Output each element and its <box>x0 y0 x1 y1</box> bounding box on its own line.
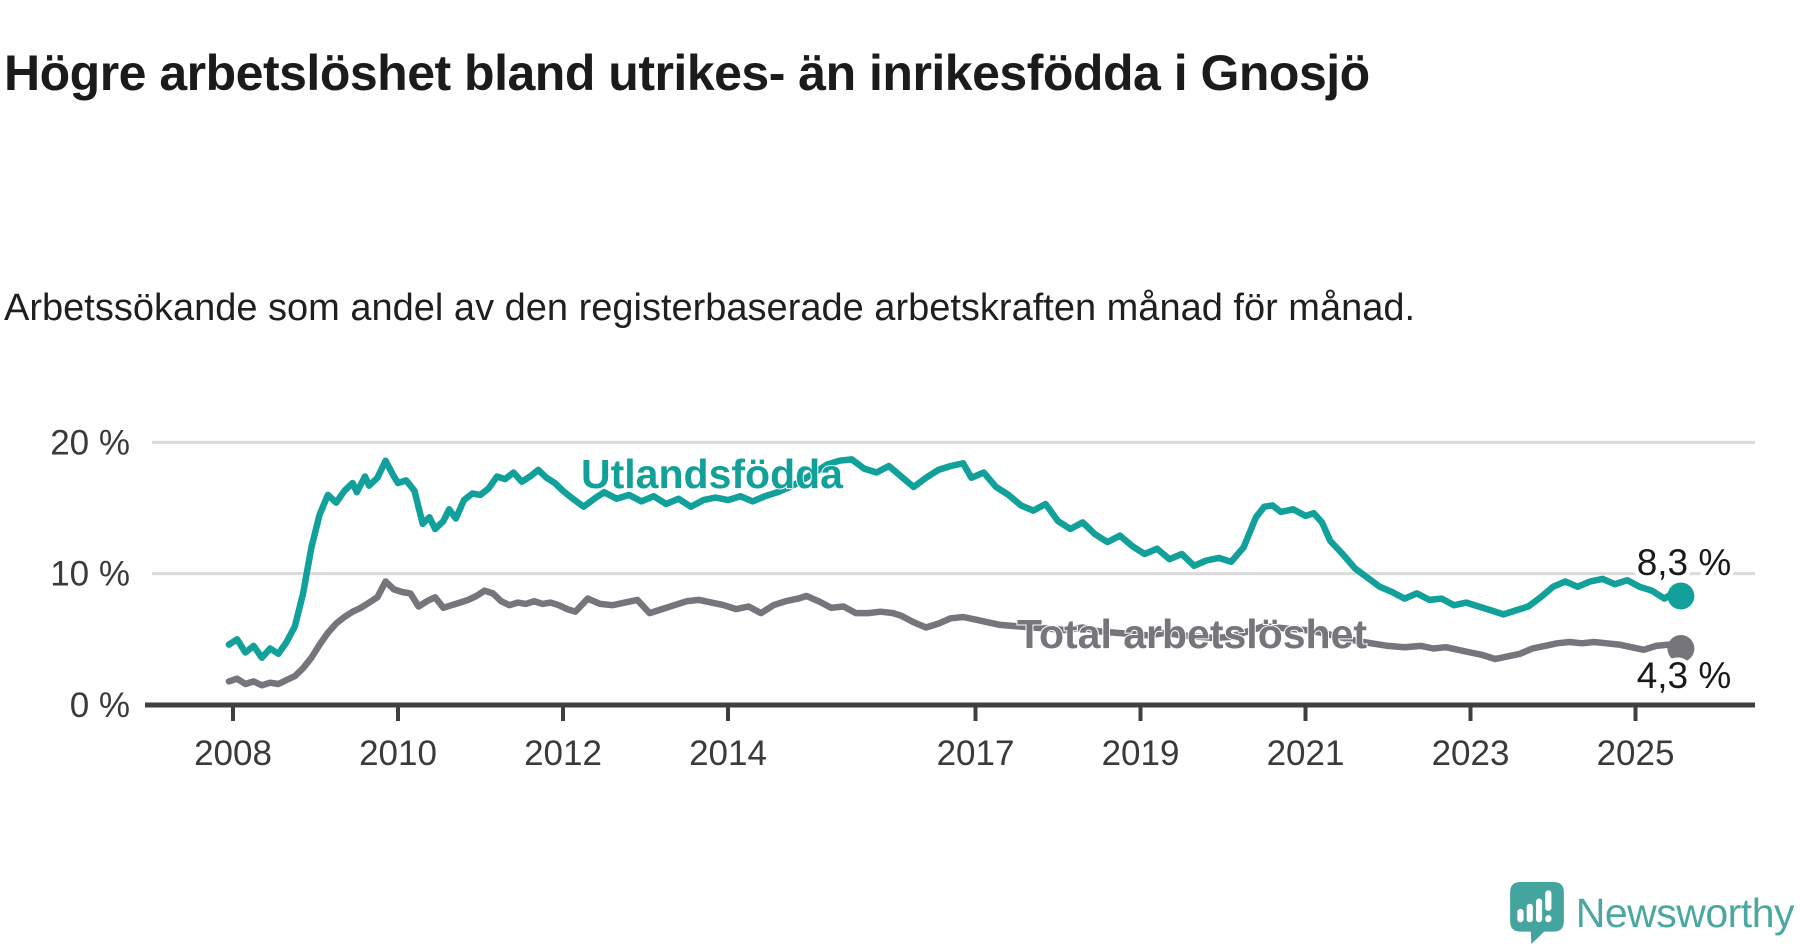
x-tick-label: 2017 <box>937 734 1015 773</box>
newsworthy-logo: Newsworthy <box>1509 882 1795 944</box>
series-end-dot-total-arbetsloshet <box>1667 635 1695 663</box>
x-tick-label: 2012 <box>524 734 602 773</box>
x-tick-label: 2010 <box>359 734 437 773</box>
logo-bar-large <box>1535 898 1542 923</box>
y-tick-label: 0 % <box>70 686 130 725</box>
x-tick-label: 2023 <box>1432 734 1510 773</box>
series-line-total-arbetsloshet <box>225 578 1685 689</box>
page-title: Högre arbetslöshet bland utrikes- än inr… <box>4 44 1370 101</box>
x-tick-label: 2014 <box>689 734 767 773</box>
logo-exclamation-dot <box>1544 915 1552 923</box>
series-label-total-arbetsloshet: Total arbetslöshet <box>1017 611 1367 657</box>
series-line-utlandsfodda <box>225 456 1685 661</box>
series-label-utlandsfodda: Utlandsfödda <box>581 451 844 497</box>
series-end-value-utlandsfodda: 8,3 % <box>1637 542 1732 583</box>
x-tick-label: 2008 <box>194 734 272 773</box>
y-tick-label: 10 % <box>50 555 130 594</box>
logo-bar-small <box>1517 908 1524 923</box>
series-end-value-total-arbetsloshet: 4,3 % <box>1637 655 1732 696</box>
logo-exclamation-bar <box>1544 890 1552 911</box>
y-tick-label: 20 % <box>50 423 130 462</box>
x-tick-label: 2019 <box>1102 734 1180 773</box>
newsworthy-logo-text: Newsworthy <box>1575 889 1795 936</box>
logo-bar-medium <box>1526 903 1533 923</box>
newsworthy-logo-icon <box>1509 882 1564 944</box>
series-end-dot-utlandsfodda <box>1667 582 1695 610</box>
x-tick-label: 2025 <box>1597 734 1675 773</box>
page-subtitle: Arbetssökande som andel av den registerb… <box>4 287 1416 329</box>
x-tick-label: 2021 <box>1267 734 1345 773</box>
